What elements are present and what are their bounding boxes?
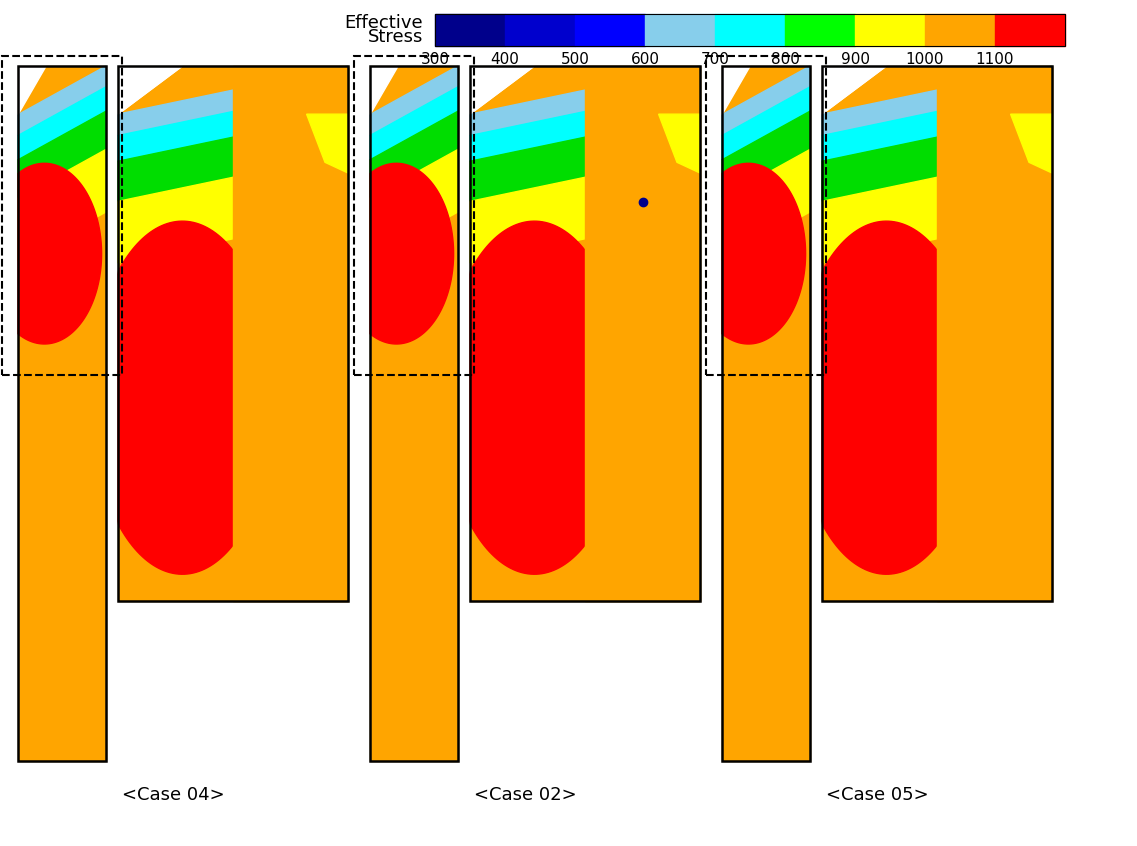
Bar	[822, 66, 1052, 601]
Polygon shape	[470, 66, 700, 135]
Polygon shape	[722, 163, 806, 344]
Text: 600: 600	[631, 52, 659, 67]
Polygon shape	[18, 66, 106, 135]
Polygon shape	[722, 66, 810, 135]
Polygon shape	[470, 113, 700, 201]
Bar	[505, 14, 575, 46]
Bar	[370, 66, 458, 761]
Polygon shape	[118, 66, 182, 114]
Text: 400: 400	[490, 52, 520, 67]
Bar	[18, 66, 106, 761]
Bar	[785, 14, 855, 46]
Bar	[435, 14, 1065, 46]
Bar	[118, 66, 348, 601]
Polygon shape	[937, 66, 1052, 601]
Bar	[18, 66, 106, 761]
Polygon shape	[18, 150, 106, 261]
Bar	[354, 56, 474, 376]
Polygon shape	[118, 66, 348, 135]
Polygon shape	[470, 153, 700, 263]
Polygon shape	[118, 113, 348, 201]
Polygon shape	[822, 66, 887, 114]
Bar	[645, 14, 715, 46]
Polygon shape	[118, 153, 348, 263]
Polygon shape	[822, 66, 887, 114]
Bar	[706, 56, 825, 376]
Bar	[722, 66, 810, 761]
Bar	[2, 56, 122, 376]
Polygon shape	[658, 114, 700, 173]
Polygon shape	[470, 66, 534, 114]
Text: 800: 800	[771, 52, 799, 67]
Bar	[370, 66, 458, 761]
Polygon shape	[18, 66, 47, 115]
Polygon shape	[822, 113, 1052, 201]
Bar	[722, 66, 810, 761]
Bar	[470, 66, 700, 601]
Polygon shape	[470, 87, 700, 162]
Polygon shape	[722, 150, 810, 261]
Text: Effective: Effective	[345, 14, 423, 32]
Bar	[822, 66, 1052, 601]
Polygon shape	[18, 163, 101, 344]
Polygon shape	[18, 111, 106, 198]
Text: <Case 02>: <Case 02>	[474, 786, 576, 804]
Bar	[435, 14, 505, 46]
Polygon shape	[822, 221, 979, 574]
Text: 500: 500	[561, 52, 589, 67]
Text: <Case 04>: <Case 04>	[122, 786, 224, 804]
Polygon shape	[370, 66, 398, 115]
Polygon shape	[307, 114, 348, 173]
Bar	[118, 66, 348, 601]
Bar	[722, 66, 810, 761]
Text: 300: 300	[421, 52, 449, 67]
Text: Stress: Stress	[367, 28, 423, 46]
Polygon shape	[722, 111, 810, 198]
Polygon shape	[370, 150, 458, 261]
Bar	[470, 66, 700, 601]
Polygon shape	[370, 163, 454, 344]
Polygon shape	[722, 87, 810, 160]
Text: 900: 900	[840, 52, 870, 67]
Polygon shape	[233, 66, 348, 601]
Polygon shape	[722, 66, 750, 115]
Bar	[926, 14, 995, 46]
Bar	[18, 66, 106, 761]
Bar	[995, 14, 1065, 46]
Polygon shape	[370, 87, 458, 160]
Polygon shape	[118, 87, 348, 162]
Text: 1000: 1000	[906, 52, 944, 67]
Text: 700: 700	[700, 52, 730, 67]
Polygon shape	[118, 221, 274, 574]
Polygon shape	[1011, 114, 1052, 173]
Bar	[118, 66, 348, 601]
Polygon shape	[18, 87, 106, 160]
Text: <Case 05>: <Case 05>	[825, 786, 928, 804]
Polygon shape	[822, 153, 1052, 263]
Polygon shape	[822, 87, 1052, 162]
Polygon shape	[822, 66, 1052, 135]
Bar	[715, 14, 785, 46]
Bar	[470, 66, 700, 601]
Bar	[822, 66, 1052, 601]
Bar	[370, 66, 458, 761]
Text: 1100: 1100	[976, 52, 1014, 67]
Polygon shape	[470, 66, 534, 114]
Polygon shape	[370, 111, 458, 198]
Polygon shape	[370, 66, 458, 135]
Polygon shape	[586, 66, 700, 601]
Bar	[575, 14, 645, 46]
Bar	[855, 14, 926, 46]
Polygon shape	[470, 221, 626, 574]
Polygon shape	[118, 66, 182, 114]
